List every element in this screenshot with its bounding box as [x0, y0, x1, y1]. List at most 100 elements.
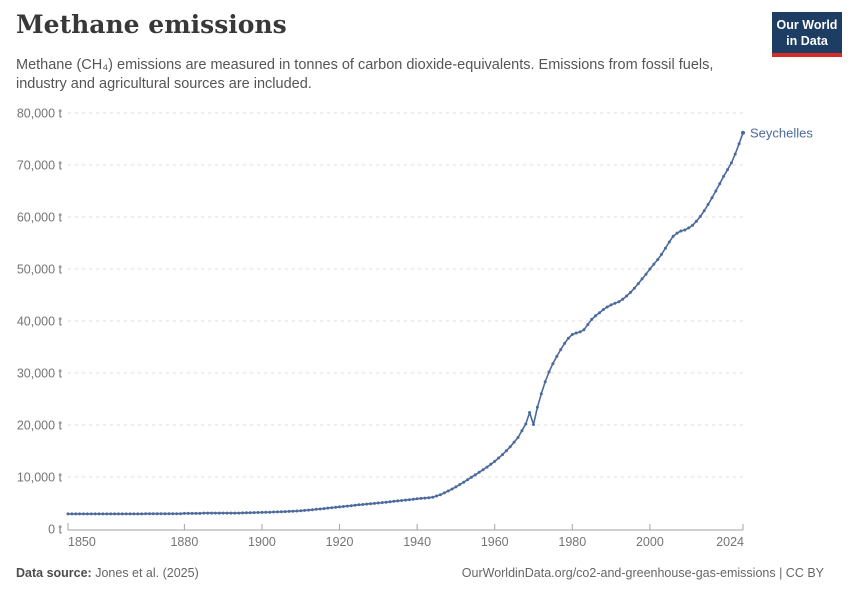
owid-logo: Our World in Data [772, 12, 842, 57]
data-point [733, 152, 737, 156]
data-point [140, 512, 144, 516]
x-tick-label: 1920 [326, 535, 354, 549]
data-point [722, 174, 726, 178]
chart-footer: Data source: Jones et al. (2025) OurWorl… [16, 566, 824, 580]
data-point [279, 510, 283, 514]
data-point [543, 380, 547, 384]
data-point [535, 405, 539, 409]
data-point [264, 510, 268, 514]
data-point [578, 330, 582, 334]
data-point [710, 196, 714, 200]
data-point [116, 512, 120, 516]
data-point [516, 436, 520, 439]
data-point [225, 511, 229, 515]
owid-logo-line2: in Data [786, 34, 828, 48]
data-point [318, 507, 322, 511]
entity-label-seychelles[interactable]: Seychelles [750, 125, 813, 140]
data-point [636, 282, 640, 286]
data-point [276, 510, 279, 514]
data-source-value: Jones et al. (2025) [91, 566, 199, 580]
entity-label[interactable]: Seychelles [750, 125, 813, 140]
data-point [151, 512, 155, 516]
data-point [411, 497, 415, 501]
data-point [574, 331, 578, 335]
data-point [555, 354, 559, 358]
data-point [365, 502, 369, 506]
emissions-line[interactable] [68, 132, 744, 515]
data-point [551, 362, 555, 366]
data-point [462, 480, 466, 484]
data-point [601, 308, 605, 312]
data-point [508, 445, 512, 449]
data-point [66, 512, 70, 516]
data-point [454, 485, 458, 489]
data-point [198, 511, 202, 515]
data-point [442, 491, 446, 495]
data-point [322, 507, 326, 511]
data-point [330, 506, 334, 510]
data-point [132, 512, 136, 516]
data-point [89, 512, 93, 516]
data-point [396, 499, 400, 503]
data-point [252, 511, 256, 515]
data-point [202, 511, 206, 515]
data-source-label: Data source: [16, 566, 92, 580]
data-point [539, 392, 543, 396]
data-point [345, 504, 349, 508]
data-point [190, 511, 194, 515]
data-point [737, 142, 741, 146]
data-point [241, 511, 245, 515]
data-point [194, 511, 198, 515]
data-point [113, 512, 117, 516]
y-tick-label: 70,000 t [17, 159, 63, 173]
data-point [431, 495, 435, 499]
data-point [594, 314, 598, 318]
data-point [652, 262, 656, 266]
data-point [740, 130, 746, 135]
data-point [485, 465, 489, 469]
data-point [466, 478, 470, 482]
data-point [644, 272, 648, 276]
y-tick-label: 80,000 t [17, 107, 63, 121]
data-point [726, 168, 729, 172]
data-point [120, 512, 124, 516]
data-point [182, 511, 186, 515]
data-point [136, 512, 140, 516]
data-point [334, 505, 338, 509]
data-point [694, 219, 698, 223]
x-axis-labels: 1850 1880 1900 1920 1940 1960 1980 2000 2024 [68, 535, 744, 549]
data-point [528, 411, 532, 414]
data-point [74, 512, 78, 516]
seychelles-line-path[interactable] [68, 132, 744, 515]
data-point [656, 258, 660, 262]
data-point [532, 423, 535, 426]
data-point [303, 508, 307, 512]
data-point [400, 499, 404, 502]
data-point-markers [66, 130, 746, 516]
data-point [667, 240, 671, 244]
data-point [524, 422, 528, 426]
data-point [369, 502, 373, 506]
data-point [663, 246, 667, 250]
data-point [629, 290, 632, 294]
x-tick-label: 1980 [558, 535, 586, 549]
data-point [446, 489, 450, 493]
data-point [419, 496, 423, 500]
data-point [648, 267, 652, 271]
data-point [718, 182, 722, 186]
x-tick-label: 1900 [248, 535, 276, 549]
data-point [229, 511, 233, 515]
owid-url-license-link[interactable]: OurWorldinData.org/co2-and-greenhouse-ga… [461, 566, 824, 580]
data-point [547, 370, 551, 374]
data-source-note: Data source: Jones et al. (2025) [16, 566, 199, 580]
x-tick-label: 2000 [636, 535, 664, 549]
data-point [384, 500, 388, 504]
data-point [376, 501, 380, 505]
data-point [501, 453, 504, 457]
data-point [660, 252, 663, 256]
data-point [520, 429, 524, 433]
data-point [128, 512, 132, 516]
data-point [504, 449, 508, 453]
data-point [206, 511, 210, 515]
